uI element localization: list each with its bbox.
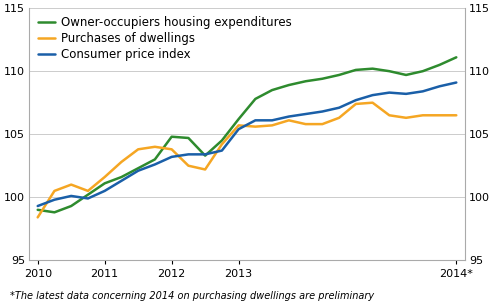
Consumer price index bbox=[252, 119, 258, 122]
Consumer price index bbox=[35, 204, 41, 208]
Owner-occupiers housing expenditures bbox=[102, 181, 108, 185]
Owner-occupiers housing expenditures bbox=[370, 67, 375, 71]
Purchases of dwellings bbox=[51, 189, 57, 193]
Purchases of dwellings bbox=[386, 113, 392, 117]
Consumer price index bbox=[152, 163, 158, 166]
Purchases of dwellings bbox=[135, 147, 141, 151]
Owner-occupiers housing expenditures bbox=[202, 154, 208, 157]
Owner-occupiers housing expenditures bbox=[420, 69, 426, 73]
Purchases of dwellings bbox=[453, 113, 459, 117]
Purchases of dwellings bbox=[437, 113, 443, 117]
Purchases of dwellings bbox=[202, 168, 208, 171]
Owner-occupiers housing expenditures bbox=[403, 73, 409, 77]
Owner-occupiers housing expenditures bbox=[437, 63, 443, 67]
Owner-occupiers housing expenditures bbox=[135, 166, 141, 170]
Purchases of dwellings bbox=[185, 164, 191, 168]
Consumer price index bbox=[68, 194, 74, 198]
Purchases of dwellings bbox=[320, 122, 326, 126]
Owner-occupiers housing expenditures bbox=[303, 79, 309, 83]
Owner-occupiers housing expenditures bbox=[35, 208, 41, 212]
Purchases of dwellings bbox=[168, 147, 174, 151]
Purchases of dwellings bbox=[420, 113, 426, 117]
Legend: Owner-occupiers housing expenditures, Purchases of dwellings, Consumer price ind: Owner-occupiers housing expenditures, Pu… bbox=[34, 13, 295, 65]
Purchases of dwellings bbox=[403, 116, 409, 120]
Purchases of dwellings bbox=[303, 122, 309, 126]
Purchases of dwellings bbox=[68, 183, 74, 186]
Consumer price index bbox=[437, 85, 443, 88]
Consumer price index bbox=[336, 106, 342, 109]
Owner-occupiers housing expenditures bbox=[152, 157, 158, 161]
Consumer price index bbox=[185, 153, 191, 156]
Consumer price index bbox=[353, 98, 359, 102]
Owner-occupiers housing expenditures bbox=[252, 97, 258, 101]
Consumer price index bbox=[51, 198, 57, 202]
Consumer price index bbox=[102, 189, 108, 193]
Owner-occupiers housing expenditures bbox=[236, 117, 242, 121]
Owner-occupiers housing expenditures bbox=[85, 193, 91, 196]
Purchases of dwellings bbox=[119, 160, 124, 164]
Consumer price index bbox=[269, 119, 275, 122]
Purchases of dwellings bbox=[252, 125, 258, 129]
Consumer price index bbox=[168, 155, 174, 159]
Owner-occupiers housing expenditures bbox=[119, 175, 124, 179]
Consumer price index bbox=[403, 92, 409, 96]
Purchases of dwellings bbox=[35, 216, 41, 219]
Purchases of dwellings bbox=[236, 123, 242, 127]
Consumer price index bbox=[135, 169, 141, 173]
Owner-occupiers housing expenditures bbox=[320, 77, 326, 81]
Owner-occupiers housing expenditures bbox=[185, 136, 191, 140]
Consumer price index bbox=[236, 127, 242, 131]
Owner-occupiers housing expenditures bbox=[51, 210, 57, 214]
Line: Purchases of dwellings: Purchases of dwellings bbox=[38, 103, 456, 217]
Owner-occupiers housing expenditures bbox=[68, 204, 74, 208]
Owner-occupiers housing expenditures bbox=[336, 73, 342, 77]
Purchases of dwellings bbox=[152, 145, 158, 149]
Consumer price index bbox=[420, 89, 426, 93]
Purchases of dwellings bbox=[336, 116, 342, 120]
Consumer price index bbox=[119, 179, 124, 183]
Consumer price index bbox=[370, 93, 375, 97]
Consumer price index bbox=[85, 197, 91, 200]
Purchases of dwellings bbox=[286, 119, 292, 122]
Consumer price index bbox=[219, 149, 225, 152]
Consumer price index bbox=[202, 153, 208, 156]
Purchases of dwellings bbox=[85, 189, 91, 193]
Purchases of dwellings bbox=[370, 101, 375, 105]
Consumer price index bbox=[303, 112, 309, 116]
Owner-occupiers housing expenditures bbox=[353, 68, 359, 72]
Owner-occupiers housing expenditures bbox=[269, 88, 275, 92]
Owner-occupiers housing expenditures bbox=[453, 56, 459, 59]
Consumer price index bbox=[320, 110, 326, 113]
Purchases of dwellings bbox=[353, 102, 359, 106]
Owner-occupiers housing expenditures bbox=[386, 69, 392, 73]
Consumer price index bbox=[453, 81, 459, 84]
Consumer price index bbox=[386, 91, 392, 95]
Purchases of dwellings bbox=[102, 175, 108, 179]
Owner-occupiers housing expenditures bbox=[168, 135, 174, 139]
Owner-occupiers housing expenditures bbox=[286, 83, 292, 87]
Line: Owner-occupiers housing expenditures: Owner-occupiers housing expenditures bbox=[38, 57, 456, 212]
Purchases of dwellings bbox=[269, 123, 275, 127]
Text: *The latest data concerning 2014 on purchasing dwellings are preliminary: *The latest data concerning 2014 on purc… bbox=[10, 291, 374, 301]
Consumer price index bbox=[286, 115, 292, 118]
Purchases of dwellings bbox=[219, 143, 225, 146]
Line: Consumer price index: Consumer price index bbox=[38, 82, 456, 206]
Owner-occupiers housing expenditures bbox=[219, 139, 225, 142]
